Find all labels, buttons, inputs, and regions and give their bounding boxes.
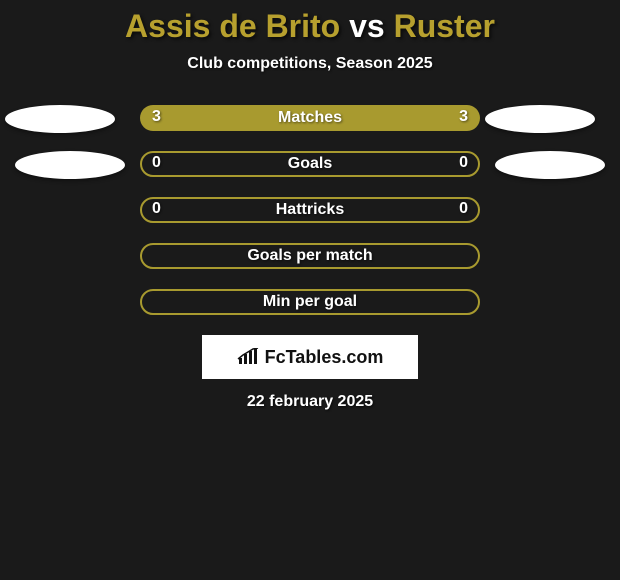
stat-label: Goals [288,155,332,173]
stat-row: Min per goal [0,289,620,315]
player1-name: Assis de Brito [125,8,340,44]
stat-label: Hattricks [276,201,344,219]
vs-text: vs [349,8,385,44]
brand-chart-icon [237,348,259,366]
stat-row: Goals 0 0 [0,151,620,177]
stat-label: Matches [278,109,342,127]
stat-bar: Matches [140,105,480,131]
stat-row: Goals per match [0,243,620,269]
avatar-placeholder-left [5,105,115,133]
stat-label: Min per goal [263,293,357,311]
stat-bar: Goals [140,151,480,177]
player2-name: Ruster [394,8,495,44]
stat-value-left: 3 [152,108,161,126]
page-title: Assis de Brito vs Ruster [0,0,620,45]
stat-value-left: 0 [152,154,161,172]
subtitle: Club competitions, Season 2025 [0,55,620,73]
avatar-placeholder-left [15,151,125,179]
stat-bar: Min per goal [140,289,480,315]
brand-box: FcTables.com [202,335,418,379]
stat-row: Matches 3 3 [0,105,620,131]
stat-label: Goals per match [247,247,372,265]
stat-bar: Goals per match [140,243,480,269]
brand-text: FcTables.com [265,347,384,368]
stat-row: Hattricks 0 0 [0,197,620,223]
stat-bar: Hattricks [140,197,480,223]
comparison-rows: Matches 3 3 Goals 0 0 Hattricks 0 0 Goals per mat… [0,105,620,315]
stat-value-right: 0 [459,154,468,172]
stat-value-right: 3 [459,108,468,126]
avatar-placeholder-right [485,105,595,133]
stat-value-left: 0 [152,200,161,218]
stat-value-right: 0 [459,200,468,218]
date-line: 22 february 2025 [0,393,620,411]
avatar-placeholder-right [495,151,605,179]
